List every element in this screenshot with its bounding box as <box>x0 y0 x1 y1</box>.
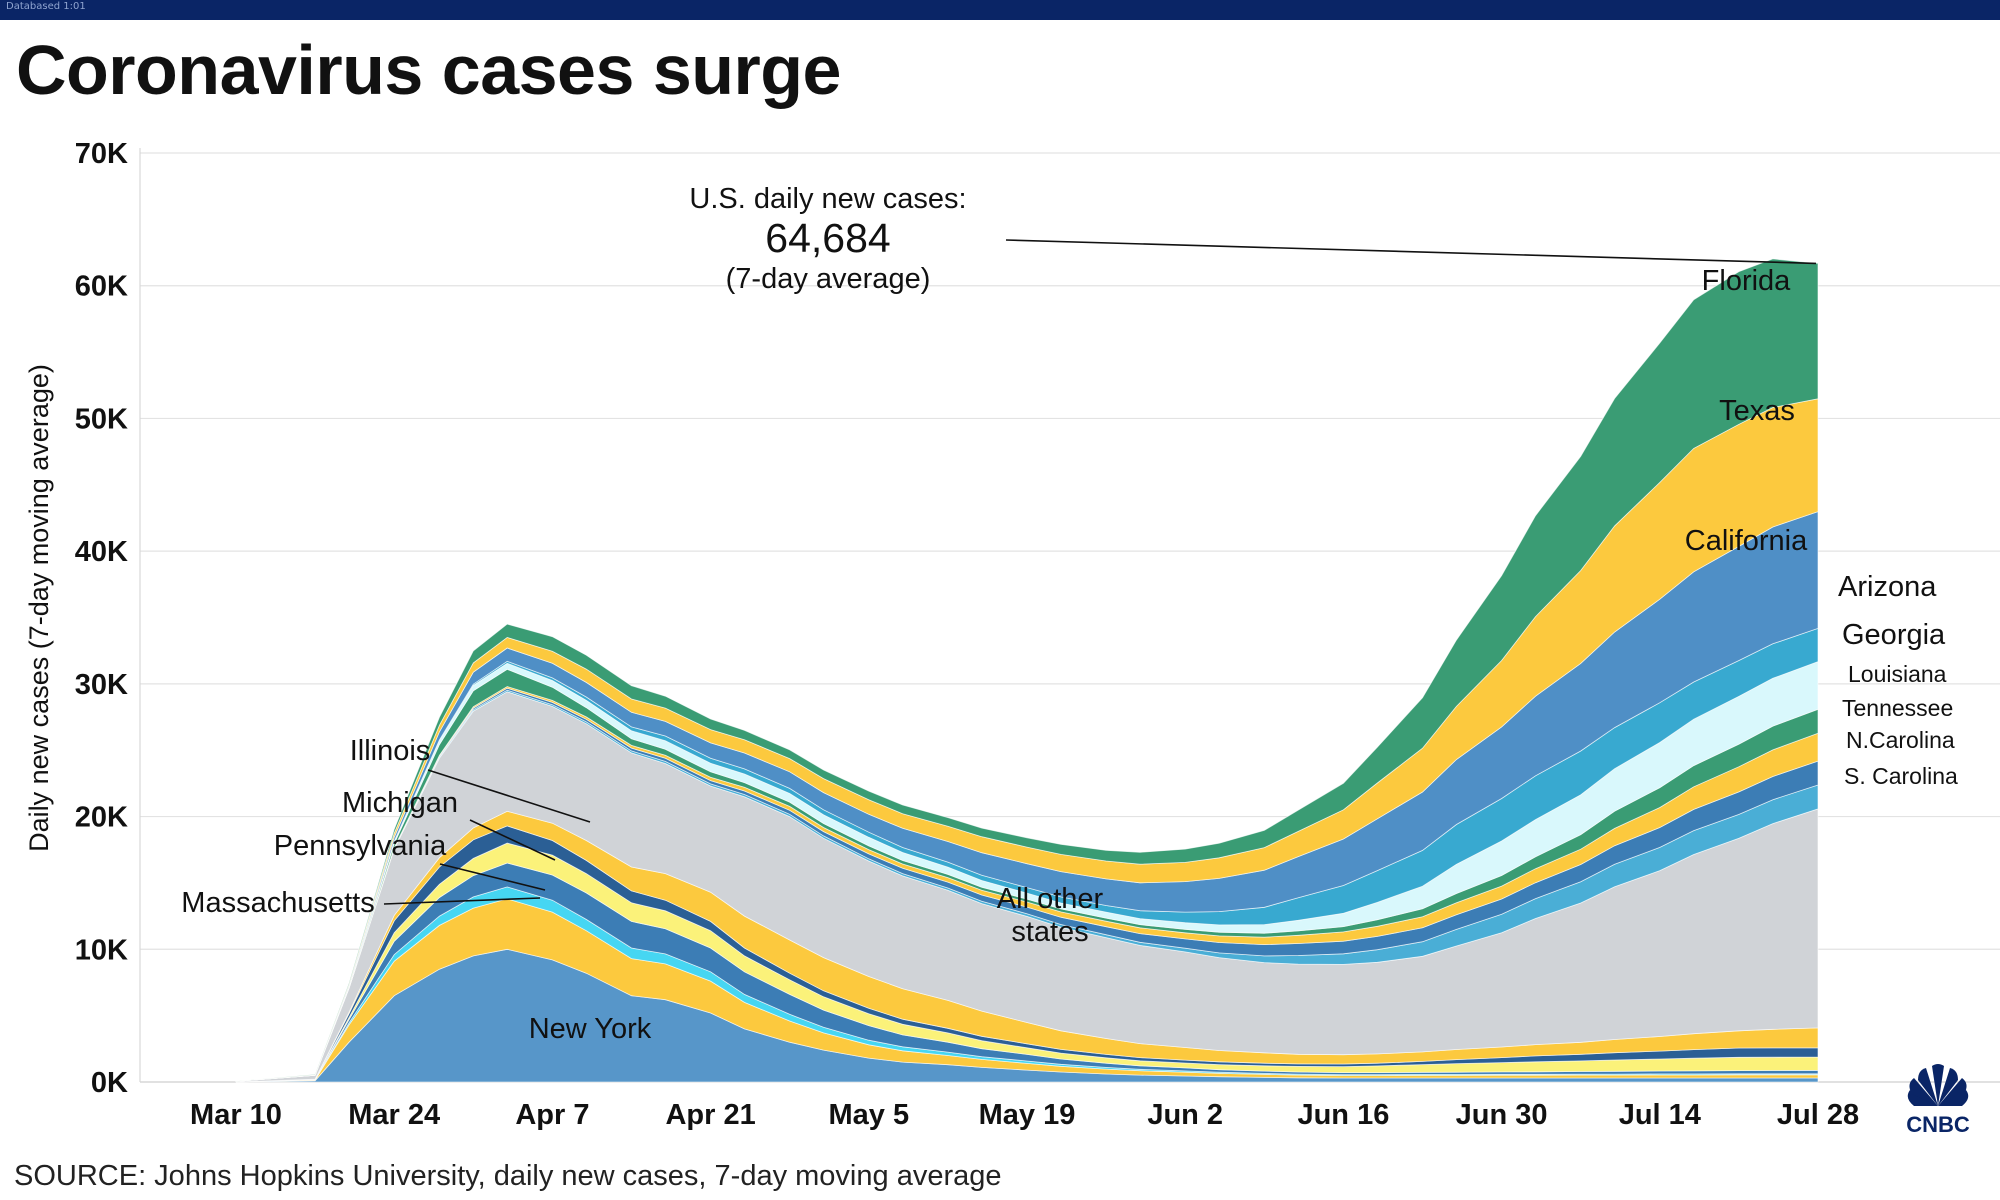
top-bar: Databased 1:01 <box>0 0 2000 20</box>
callout-line-massachusetts <box>383 897 541 905</box>
annotation-leader-line <box>1005 239 1817 265</box>
label-pennsylvania: Pennsylvania <box>274 830 447 862</box>
chart-title: Coronavirus cases surge <box>16 31 841 109</box>
x-tick-label: Jul 14 <box>1619 1099 1701 1131</box>
y-tick-label: 70K <box>75 138 128 170</box>
annotation-line1: U.S. daily new cases: <box>689 183 966 215</box>
label-georgia: Georgia <box>1842 619 1946 651</box>
callout-line-pennsylvania <box>439 863 546 891</box>
label-illinois: Illinois <box>350 735 431 767</box>
x-tick-label: Apr 21 <box>665 1099 755 1131</box>
y-tick-label: 50K <box>75 403 128 435</box>
x-tick-label: Jul 28 <box>1777 1099 1859 1131</box>
y-tick-label: 20K <box>75 802 128 834</box>
label-s-carolina: S. Carolina <box>1844 763 1958 789</box>
y-tick-label: 60K <box>75 271 128 303</box>
x-tick-label: Jun 2 <box>1147 1099 1223 1131</box>
label-michigan: Michigan <box>342 787 458 819</box>
label-n-carolina: N.Carolina <box>1846 727 1955 753</box>
x-tick-label: Mar 24 <box>348 1099 440 1131</box>
label-line: states <box>1011 916 1088 948</box>
label-arizona: Arizona <box>1838 571 1937 603</box>
x-tick-label: Apr 7 <box>515 1099 589 1131</box>
series-labels: New York Massachusetts Pennsylvania Michiga… <box>181 265 1958 1045</box>
label-florida: Florida <box>1702 265 1792 297</box>
y-axis-ticks: 0K 10K 20K 30K 40K 50K 60K 70K <box>75 138 128 1099</box>
area-florida <box>235 258 1819 1082</box>
label-new-york: New York <box>529 1013 652 1045</box>
y-axis-label: Daily new cases (7-day moving average) <box>24 364 54 852</box>
y-tick-label: 0K <box>91 1067 128 1099</box>
peacock-icon <box>1907 1064 1969 1106</box>
total-annotation: U.S. daily new cases: 64,684 (7-day aver… <box>689 183 1817 295</box>
y-tick-label: 40K <box>75 536 128 568</box>
source-note: SOURCE: Johns Hopkins University, daily … <box>14 1160 1002 1192</box>
callout-line-michigan <box>469 819 556 861</box>
x-tick-label: Jun 30 <box>1456 1099 1548 1131</box>
label-massachusetts: Massachusetts <box>181 887 374 919</box>
callout-line-illinois <box>427 769 591 823</box>
y-tick-label: 30K <box>75 669 128 701</box>
label-louisiana: Louisiana <box>1848 661 1947 687</box>
label-all-other-states: All other states <box>997 883 1104 948</box>
area-series <box>235 258 1819 1083</box>
cnbc-logo: CNBC <box>1906 1064 1970 1137</box>
label-california: California <box>1685 525 1808 557</box>
x-tick-label: Mar 10 <box>190 1099 282 1131</box>
label-tennessee: Tennessee <box>1842 695 1953 721</box>
x-tick-label: Jun 16 <box>1297 1099 1389 1131</box>
annotation-line3: (7-day average) <box>726 263 931 295</box>
x-tick-label: May 5 <box>828 1099 909 1131</box>
y-tick-label: 10K <box>75 934 128 966</box>
label-line: All other <box>997 883 1104 915</box>
x-tick-label: May 19 <box>979 1099 1076 1131</box>
logo-wordmark: CNBC <box>1906 1112 1970 1137</box>
annotation-value: 64,684 <box>765 215 890 261</box>
top-bar-tag: Databased 1:01 <box>6 1 86 12</box>
x-axis-ticks: Mar 10 Mar 24 Apr 7 Apr 21 May 5 May 19 Jun 2 J… <box>190 1099 1859 1131</box>
label-texas: Texas <box>1719 395 1795 427</box>
